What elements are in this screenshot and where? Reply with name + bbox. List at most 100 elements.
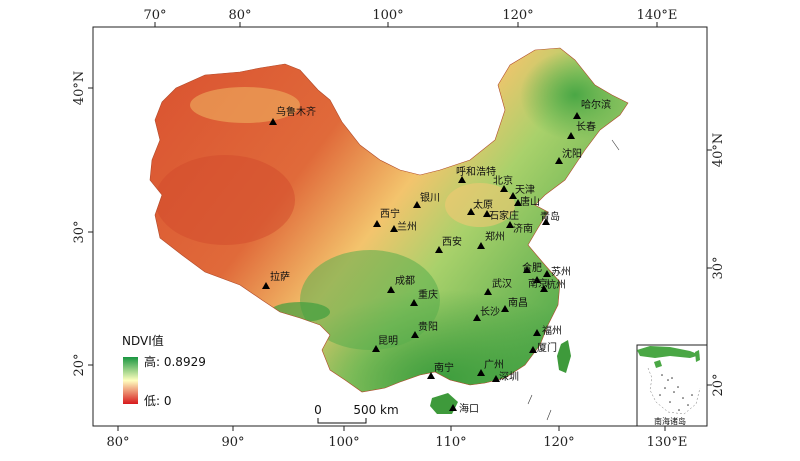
city-marker: 银川 [413,191,440,208]
city-marker: 贵阳 [411,320,438,338]
city-label: 呼和浩特 [456,166,496,178]
city-marker: 乌鲁木齐 [269,105,316,125]
bottom-tick-label: 90° [221,435,244,450]
ndvi-legend: NDVI值 高: 0.8929 低: 0 [122,333,206,408]
city-marker: 石家庄 [483,209,519,222]
city-label: 海口 [459,402,479,415]
legend-color-ramp [123,357,138,404]
bottom-tick-label: 120° [543,435,574,450]
city-label: 唐山 [520,195,540,208]
city-label: 深圳 [499,371,519,383]
city-marker: 郑州 [477,230,505,249]
city-marker: 青岛 [540,210,560,225]
right-tick-label: 20° [711,373,726,396]
city-label: 长春 [576,121,596,133]
right-tick-label: 30° [711,256,726,279]
legend-low-label: 低: 0 [144,394,172,408]
city-label: 银川 [420,191,440,204]
city-label: 武汉 [492,277,512,290]
left-tick-label: 40°N [72,71,87,105]
city-marker: 天津 [509,184,535,199]
city-marker: 重庆 [410,288,438,306]
top-tick-label: 120° [502,8,533,23]
top-tick-label: 70° [143,8,166,23]
city-marker: 昆明 [372,335,398,352]
city-label: 青岛 [540,210,560,223]
city-label: 沈阳 [562,147,582,160]
city-label: 苏州 [551,265,571,278]
top-tick-label: 80° [228,8,251,23]
city-label: 西宁 [380,207,400,220]
city-marker: 武汉 [484,277,512,295]
city-marker: 北京 [493,174,513,192]
city-label: 昆明 [378,335,398,347]
city-label: 乌鲁木齐 [276,105,316,118]
city-marker: 太原 [467,198,493,215]
city-markers: 乌鲁木齐 哈尔滨 长春 沈阳 呼和浩特 北京 天津 唐山 银川 太原 石家庄 西… [262,98,611,415]
legend-title: NDVI值 [122,333,164,348]
city-marker: 深圳 [492,371,519,383]
city-label: 南宁 [434,361,454,374]
city-label: 西安 [442,235,462,248]
bottom-tick-label: 80° [106,435,129,450]
city-label: 厦门 [537,341,557,354]
city-label: 济南 [513,222,533,235]
city-marker: 南宁 [427,361,454,379]
city-marker: 拉萨 [262,270,290,289]
city-marker: 成都 [387,275,415,293]
city-label: 长沙 [480,306,500,318]
left-tick-label: 30° [72,220,87,243]
city-marker: 合肥 [522,261,542,274]
bottom-tick-label: 100° [328,435,359,450]
top-axis: 70° 80° 100° 120° 140°E [143,8,677,27]
city-marker: 哈尔滨 [573,98,611,119]
city-marker: 厦门 [529,341,557,354]
legend-high-label: 高: 0.8929 [144,354,206,369]
left-tick-label: 20° [72,353,87,376]
city-marker: 长春 [567,121,596,139]
city-label: 南昌 [508,296,528,309]
city-label: 拉萨 [270,270,290,283]
bottom-axis: 80° 90° 100° 110° 120° 130°E [106,426,687,450]
inset-title: 南海诸岛 [654,416,686,426]
city-marker: 西安 [435,235,462,253]
scale-bar: 0 500 km [314,403,399,424]
city-label: 石家庄 [489,209,519,222]
city-marker: 长沙 [473,306,500,321]
city-marker: 西宁 [373,207,400,227]
right-axis: 40°N 30° 20° [707,133,726,397]
scale-zero-label: 0 [314,403,322,417]
city-label: 广州 [484,359,504,371]
city-label: 兰州 [397,220,417,233]
city-marker: 沈阳 [555,147,582,164]
city-marker: 杭州 [540,278,566,292]
city-label: 成都 [395,275,415,287]
city-label: 福州 [542,324,562,337]
south-china-sea-inset: 南海诸岛 [636,344,708,427]
city-label: 哈尔滨 [581,98,611,111]
city-label: 天津 [515,184,535,196]
bottom-tick-label: 110° [435,435,466,450]
city-marker: 济南 [506,221,533,235]
city-label: 合肥 [522,261,542,274]
scale-max-label: 500 km [353,403,398,417]
top-tick-label: 140°E [637,8,678,23]
city-marker: 苏州 [543,265,571,278]
left-axis: 40°N 30° 20° [72,71,93,377]
city-label: 北京 [493,174,513,187]
city-marker: 兰州 [390,220,417,233]
city-label: 太原 [473,198,493,211]
city-label: 重庆 [418,288,438,301]
city-marker: 广州 [477,359,504,376]
right-tick-label: 40°N [711,133,726,167]
city-label: 贵阳 [418,320,438,333]
city-marker: 唐山 [514,195,540,208]
city-marker: 呼和浩特 [456,166,496,183]
city-marker: 福州 [533,324,562,337]
city-marker: 海口 [449,402,479,415]
city-marker: 南昌 [501,296,528,312]
taiwan-island [557,340,571,373]
top-tick-label: 100° [372,8,403,23]
